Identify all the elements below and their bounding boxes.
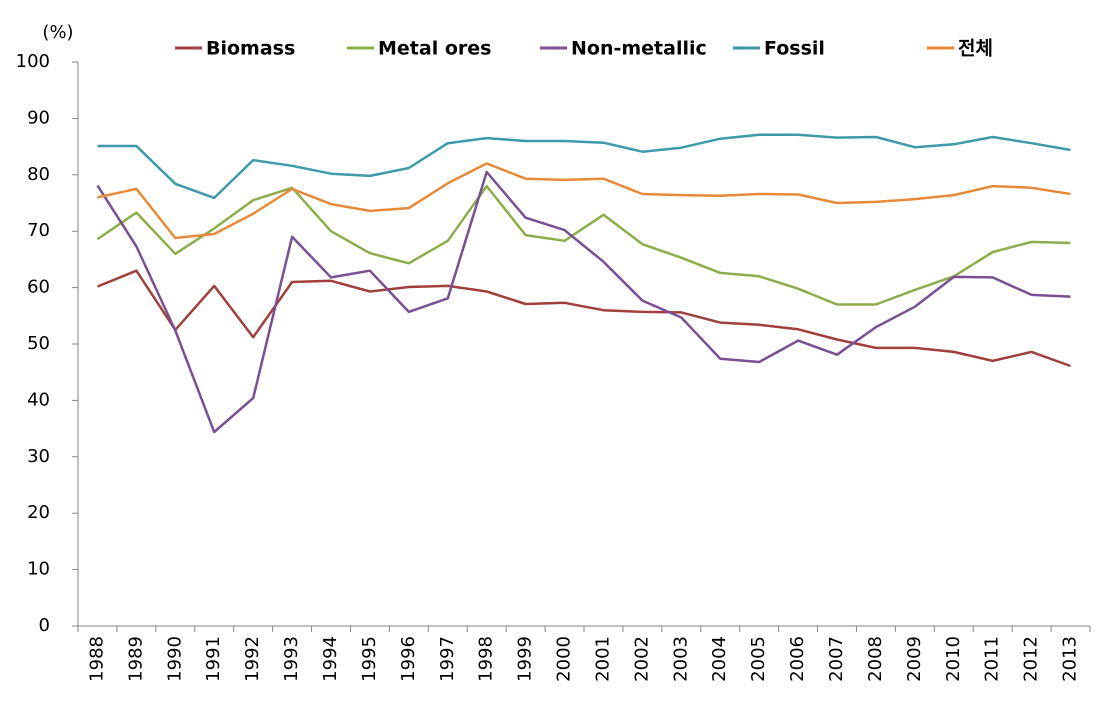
x-tick-label: 2001 [592,636,613,682]
x-tick-label: 2002 [631,636,652,682]
x-tick-label: 1990 [164,636,185,682]
y-tick-label: 90 [27,107,50,128]
y-tick-label: 50 [27,333,50,354]
y-tick-label: 40 [27,389,50,410]
x-tick-label: 2010 [943,636,964,682]
x-tick-label: 2006 [787,636,808,682]
x-tick-label: 2008 [865,636,886,682]
x-tick-label: 1988 [86,636,107,682]
y-tick-label: 100 [16,51,50,72]
legend-label: Metal ores [378,38,491,60]
x-tick-label: 2011 [982,636,1003,682]
legend-label: Fossil [764,38,825,60]
x-tick-label: 2012 [1021,636,1042,682]
y-tick-label: 0 [39,615,50,636]
legend-label: Biomass [206,38,295,60]
legend-label: Non-metallic [571,38,707,60]
y-tick-label: 80 [27,164,50,185]
x-tick-label: 2013 [1060,636,1081,682]
series-line [97,162,1071,240]
x-tick-label: 1989 [125,636,146,682]
y-axis-label: (%) [42,22,73,43]
y-tick-label: 30 [27,446,50,467]
y-tick-label: 70 [27,220,50,241]
x-tick-label: 1997 [437,636,458,682]
x-tick-label: 1993 [281,636,302,682]
y-tick-label: 10 [27,559,50,580]
x-tick-label: 2009 [904,636,925,682]
y-tick-label: 20 [27,502,50,523]
legend-label: 전체 [958,38,993,60]
x-tick-label: 2000 [554,636,575,682]
x-tick-label: 1992 [242,636,263,682]
x-tick-label: 1991 [203,636,224,682]
x-tick-label: 2005 [748,636,769,682]
x-tick-label: 1995 [359,636,380,682]
x-tick-label: 2007 [826,636,847,682]
x-tick-label: 1996 [398,636,419,682]
x-tick-label: 1998 [476,636,497,682]
series-line [97,133,1071,200]
series-line [96,184,1071,306]
x-tick-label: 2003 [670,636,691,682]
x-tick-label: 2004 [709,636,730,682]
x-tick-label: 1994 [320,636,341,682]
series-line [96,170,1071,434]
y-tick-label: 60 [27,277,50,298]
series-line [97,269,1071,368]
x-tick-label: 1999 [515,636,536,682]
